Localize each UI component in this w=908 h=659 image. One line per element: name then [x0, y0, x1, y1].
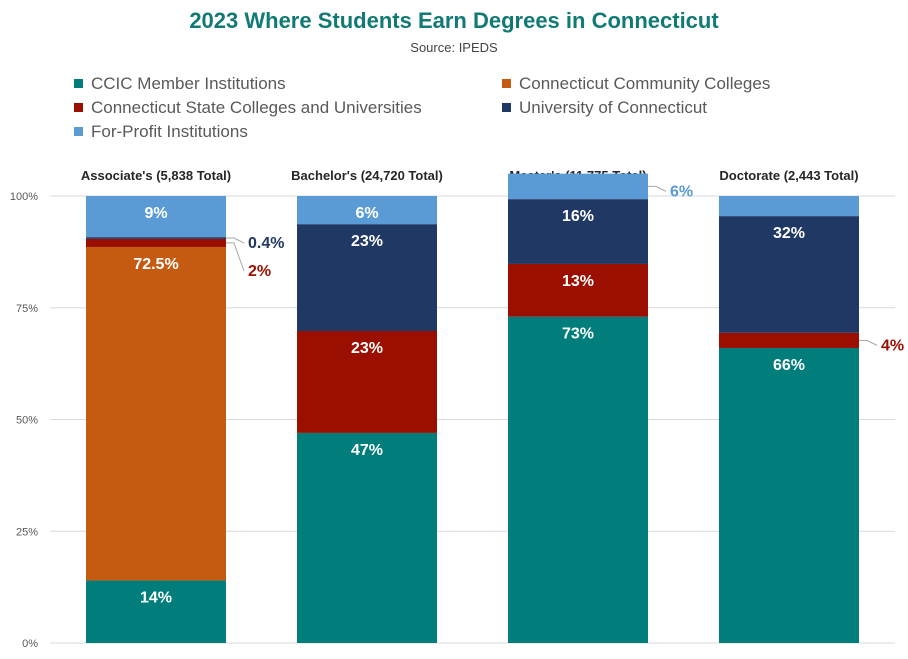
bar-segment	[86, 237, 226, 239]
bar-segment	[508, 263, 648, 317]
bar-segment	[719, 196, 859, 217]
data-label: 72.5%	[133, 256, 178, 273]
category-label: Associate's (5,838 Total)	[81, 168, 231, 183]
bar-segment	[86, 196, 226, 238]
bar-segment	[719, 347, 859, 643]
data-label: 4%	[881, 337, 904, 354]
leader-line	[226, 237, 245, 244]
legend-label: CCIC Member Institutions	[91, 74, 286, 93]
leader-line	[226, 242, 245, 272]
data-label: 2%	[248, 263, 271, 280]
data-label: 47%	[351, 442, 383, 459]
bar-segment	[86, 580, 226, 643]
y-tick-label: 25%	[16, 526, 38, 538]
data-label: 23%	[351, 233, 383, 250]
legend-item-cscu: Connecticut State Colleges and Universit…	[74, 97, 422, 119]
bar-segment	[719, 332, 859, 348]
bar-segment	[297, 196, 437, 225]
legend-item-ccic: CCIC Member Institutions	[74, 73, 286, 95]
y-tick-label: 0%	[22, 638, 38, 650]
legend-label: For-Profit Institutions	[91, 122, 248, 141]
bar-segment	[86, 238, 226, 247]
bar-segment	[508, 199, 648, 264]
data-label: 16%	[562, 208, 594, 225]
legend-item-community-colleges: Connecticut Community Colleges	[502, 73, 770, 95]
leader-line	[859, 339, 878, 346]
data-label: 23%	[351, 340, 383, 357]
legend-label: University of Connecticut	[519, 98, 708, 117]
leader-line	[648, 185, 667, 192]
data-label: 66%	[773, 357, 805, 374]
legend-swatch-for-profit	[74, 127, 83, 137]
data-label: 13%	[562, 273, 594, 290]
legend-label: Connecticut State Colleges and Universit…	[91, 98, 422, 117]
data-label: 6%	[355, 205, 378, 222]
bar-segment	[508, 316, 648, 643]
legend-label: Connecticut Community Colleges	[519, 74, 771, 93]
data-label: 73%	[562, 326, 594, 343]
chart-title: 2023 Where Students Earn Degrees in Conn…	[189, 8, 719, 33]
y-tick-label: 50%	[16, 415, 38, 427]
bar-segment	[86, 246, 226, 581]
bar-segment	[297, 224, 437, 331]
legend-item-for-profit: For-Profit Institutions	[74, 121, 248, 143]
legend-swatch-ccic	[74, 79, 83, 89]
bar-segment	[297, 432, 437, 643]
chart-subtitle: Source: IPEDS	[410, 40, 498, 55]
legend-swatch-uconn	[502, 103, 511, 113]
bar-segment	[508, 173, 648, 200]
category-label: Bachelor's (24,720 Total)	[291, 168, 443, 183]
data-label: 0.4%	[248, 235, 284, 252]
category-label: Doctorate (2,443 Total)	[719, 168, 858, 183]
data-label: 32%	[773, 225, 805, 242]
data-label: 6%	[670, 183, 693, 200]
legend-swatch-cscu	[74, 103, 83, 113]
y-tick-label: 75%	[16, 303, 38, 315]
legend-item-uconn: University of Connecticut	[502, 97, 707, 119]
bar-segment	[719, 216, 859, 333]
legend-swatch-community-colleges	[502, 79, 511, 89]
data-label: 9%	[144, 205, 167, 222]
data-label: 14%	[140, 589, 172, 606]
y-tick-label: 100%	[10, 191, 38, 203]
bar-segment	[297, 330, 437, 433]
